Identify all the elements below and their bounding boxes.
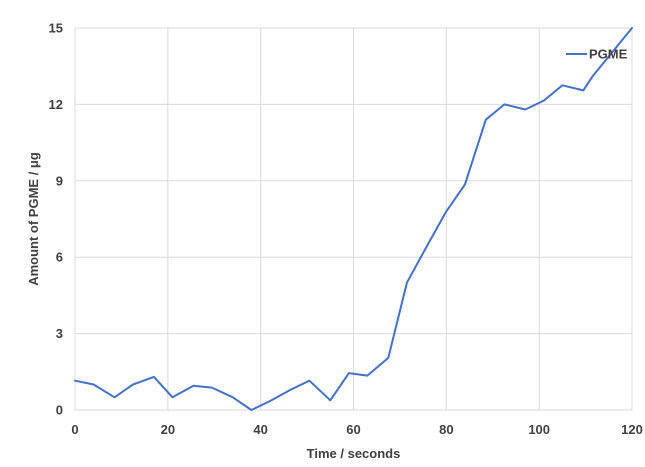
x-axis-title: Time / seconds	[307, 446, 401, 461]
x-tick-label: 20	[161, 422, 175, 437]
x-tick-label: 60	[346, 422, 360, 437]
tick-labels: 0 20 40 60 80 100 120 0 3 6 9 12 15	[49, 21, 643, 438]
x-tick-label: 120	[621, 422, 643, 437]
y-tick-label: 0	[56, 403, 63, 418]
legend-label-pgme: PGME	[589, 47, 628, 62]
y-axis-title: Amount of PGME / μg	[26, 152, 41, 286]
gridlines	[75, 27, 633, 410]
y-tick-label: 15	[49, 21, 63, 36]
x-tick-label: 0	[71, 422, 78, 437]
y-tick-label: 6	[56, 250, 63, 265]
y-tick-label: 9	[56, 173, 63, 188]
x-tick-label: 100	[528, 422, 550, 437]
series-lines	[74, 27, 633, 411]
x-tick-label: 40	[253, 422, 267, 437]
y-tick-label: 12	[49, 97, 63, 112]
x-tick-label: 80	[439, 422, 453, 437]
axes	[74, 28, 632, 411]
legend: PGME	[566, 47, 628, 62]
y-tick-label: 3	[56, 326, 63, 341]
series-line-pgme	[74, 27, 633, 411]
